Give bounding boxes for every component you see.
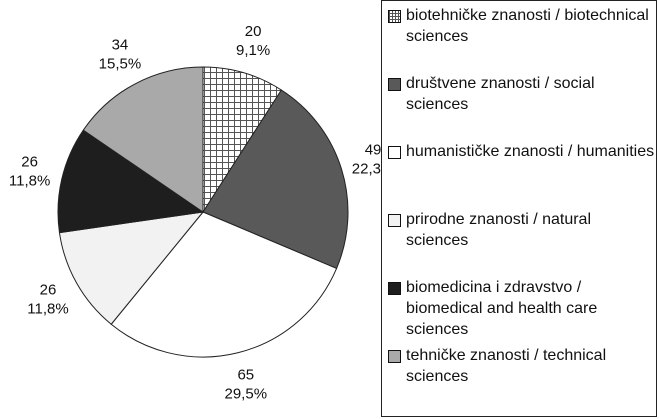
legend-label: tehničke znanosti / technical sciences <box>406 347 607 385</box>
value-label: 34 <box>112 37 129 54</box>
legend-item: biomedicina i zdravstvo / biomedical and… <box>388 277 656 345</box>
value-label: 65 <box>237 367 254 384</box>
value-label: 20 <box>245 23 262 40</box>
legend-item: tehničke znanosti / technical sciences <box>388 345 656 413</box>
legend-swatch <box>388 78 401 91</box>
legend-label: prirodne znanosti / natural sciences <box>406 211 591 249</box>
value-label: 49 <box>365 141 381 158</box>
percent-label: 11,8% <box>9 173 50 190</box>
legend-label: humanističke znanosti / humanities <box>406 143 655 160</box>
legend-label: biomedicina i zdravstvo / biomedical and… <box>406 279 598 338</box>
legend: biotehničke znanosti / biotechnical scie… <box>381 0 657 417</box>
legend-item: društvene znanosti / social sciences <box>388 73 656 141</box>
pie-slice <box>57 129 205 234</box>
legend-item: biotehničke znanosti / biotechnical scie… <box>388 5 656 73</box>
percent-label: 9,1% <box>236 42 270 59</box>
pie-slice <box>82 66 204 213</box>
pie-slice <box>58 211 205 325</box>
pie-slice <box>202 89 349 270</box>
pie-slice <box>110 211 338 358</box>
value-label: 26 <box>21 154 38 171</box>
chart: 20 9,1% 49 22,3% 65 29,5% 26 11,8% 26 11,8% 34 15,5… <box>9 23 381 403</box>
percent-label: 22,3% <box>352 160 381 177</box>
percent-label: 29,5% <box>225 386 268 403</box>
legend-swatch <box>388 350 401 363</box>
legend-swatch <box>388 282 401 295</box>
value-label: 26 <box>40 281 57 298</box>
pie-slice <box>202 66 283 214</box>
legend-item: prirodne znanosti / natural sciences <box>388 209 656 277</box>
legend-label: društvene znanosti / social sciences <box>406 75 595 113</box>
percent-label: 15,5% <box>99 56 142 73</box>
legend-swatch <box>388 146 401 159</box>
percent-label: 11,8% <box>27 300 68 317</box>
legend-swatch <box>388 214 401 227</box>
legend-label: biotehničke znanosti / biotechnical scie… <box>406 7 649 45</box>
legend-item: humanističke znanosti / humanities <box>388 141 656 209</box>
legend-swatch <box>388 10 401 23</box>
